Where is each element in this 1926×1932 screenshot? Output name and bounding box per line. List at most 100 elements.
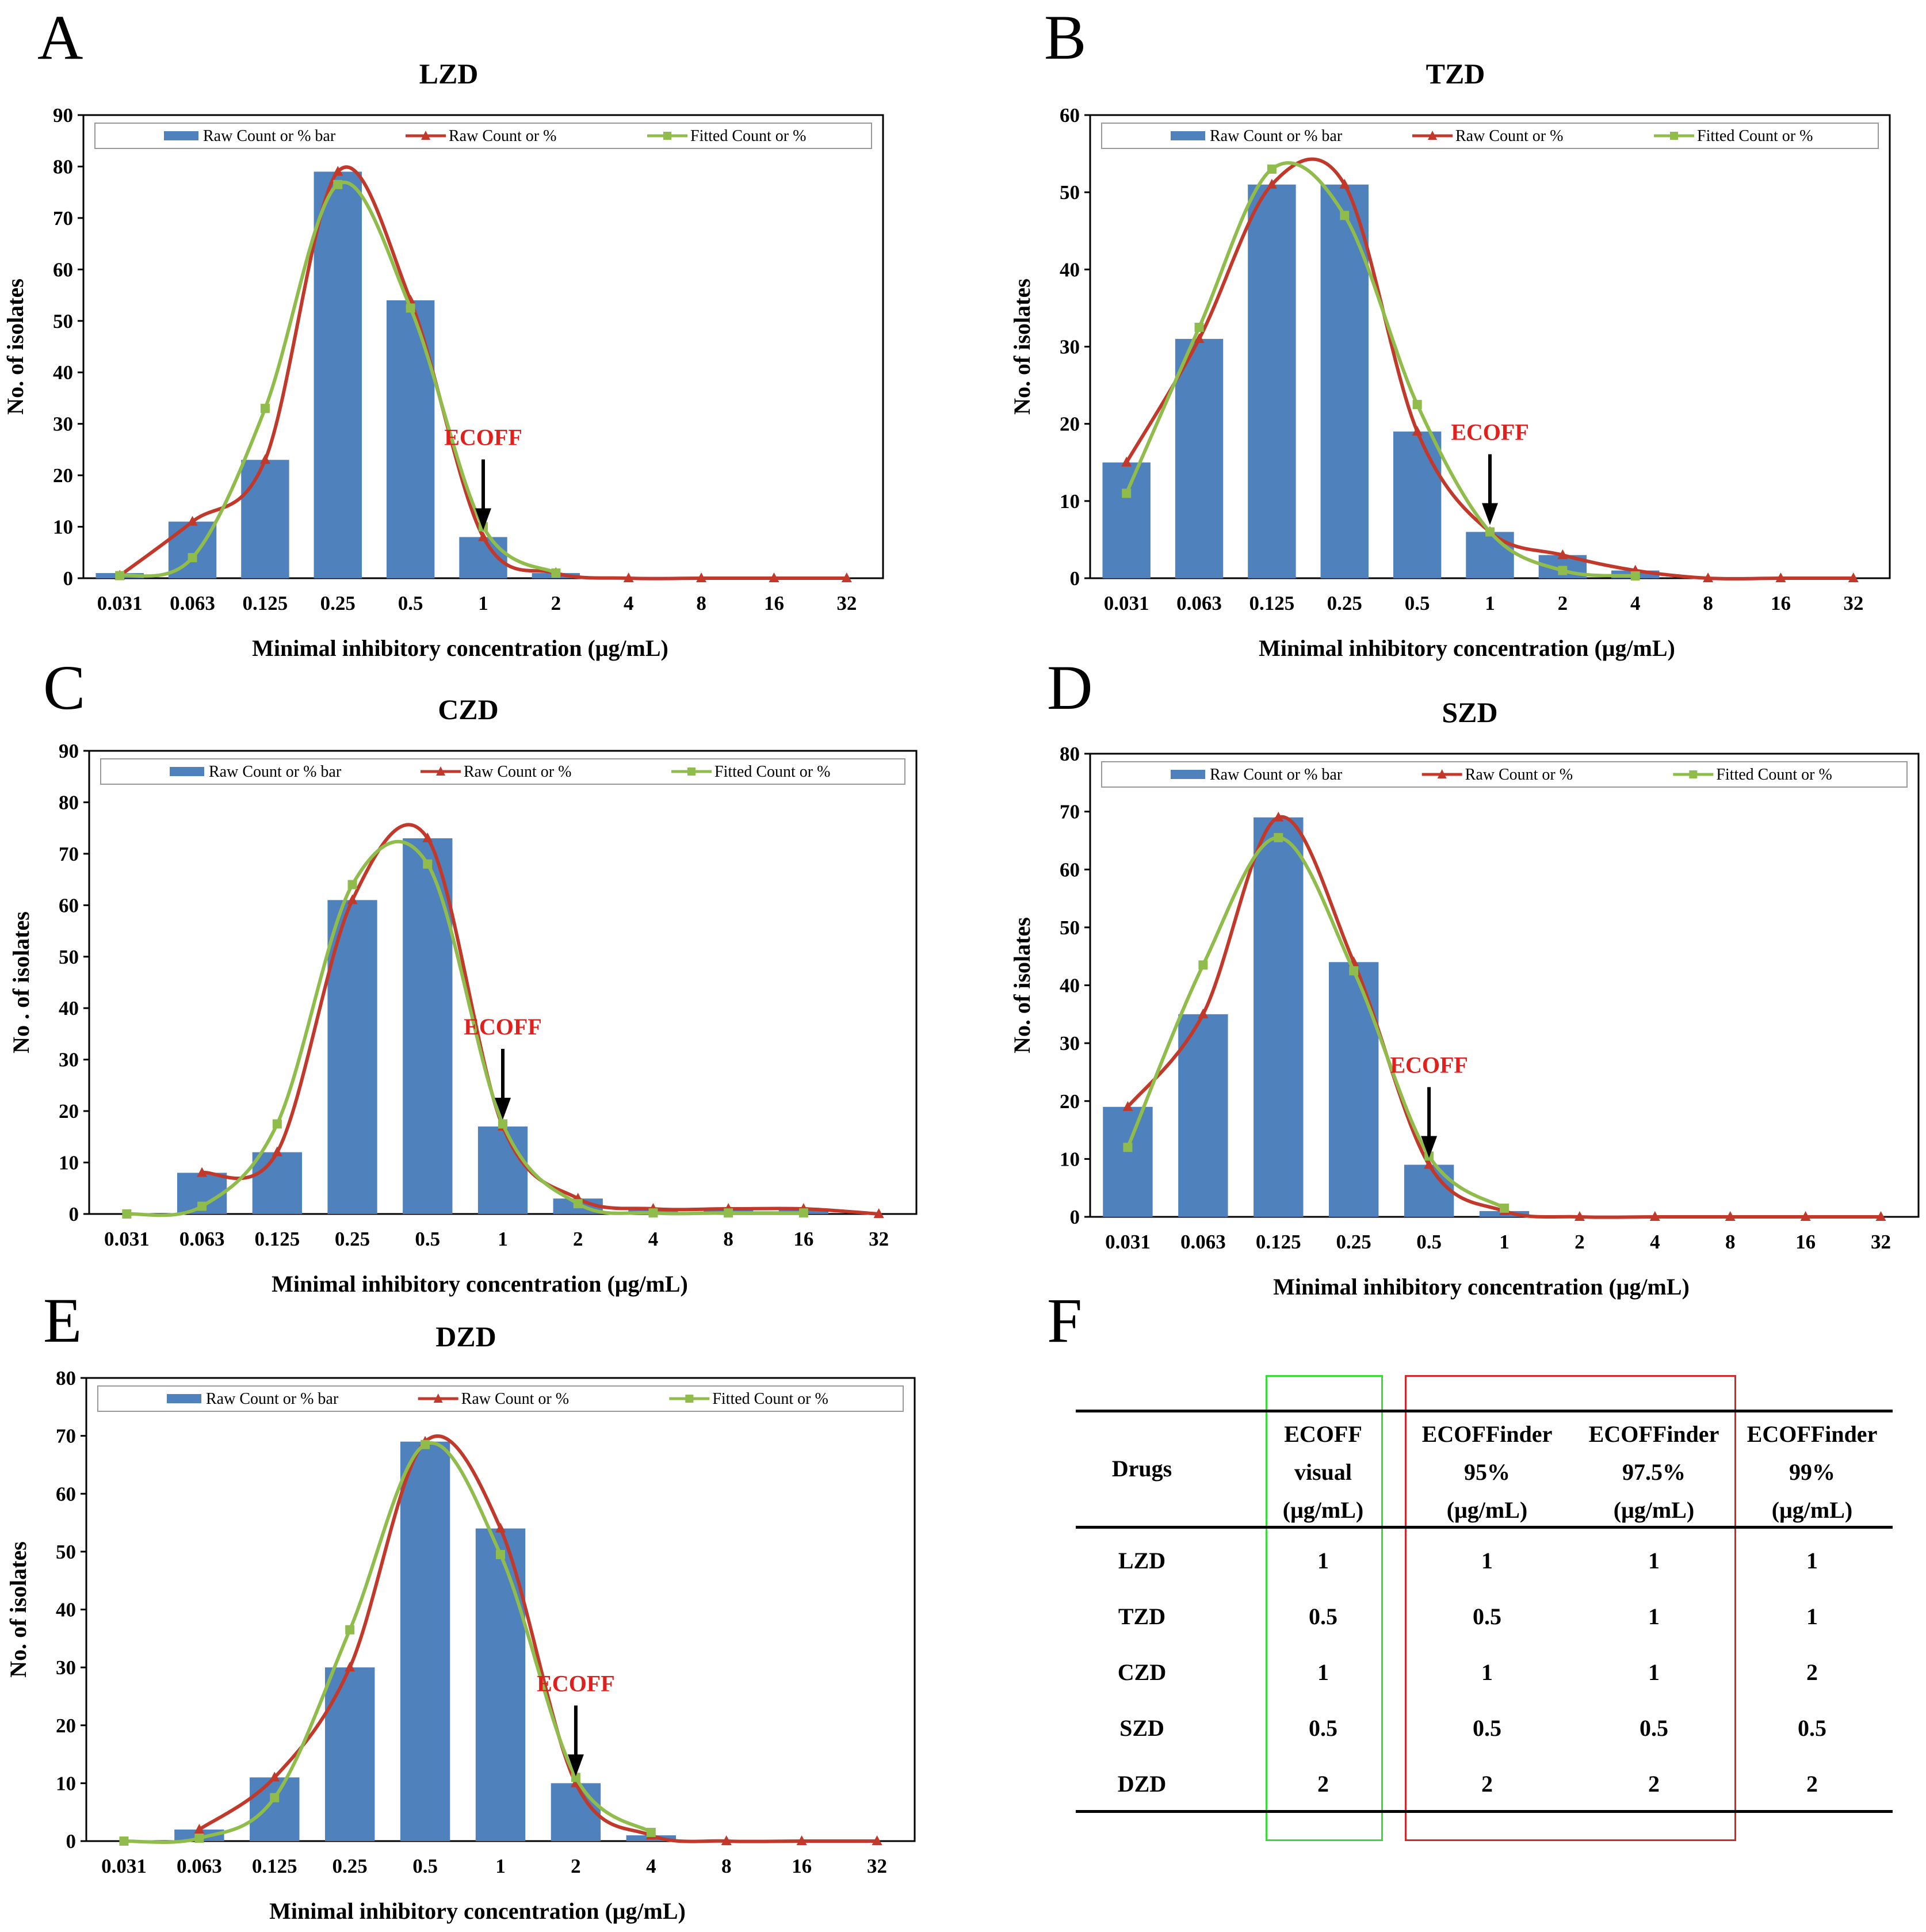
raw-point [1800,1211,1811,1221]
panel-letter-f: F [1047,1285,1083,1356]
x-axis-label: Minimal inhibitory concentration (μg/mL) [269,1898,686,1924]
table-value-cell: 1 [1648,1548,1660,1574]
x-tick-label: 0.5 [1405,592,1430,614]
raw-point [1875,1211,1886,1221]
x-tick-label: 0.125 [243,592,288,614]
x-axis-label: Minimal inhibitory concentration (μg/mL) [252,635,668,661]
y-tick-label: 20 [1060,413,1080,436]
fitted-point [498,1119,507,1129]
table-header-cell: ECOFFinder [1588,1421,1719,1447]
fitted-point [115,571,125,581]
raw-point [269,1771,280,1782]
table-value-cell: 1 [1481,1548,1493,1574]
x-axis-label: Minimal inhibitory concentration (μg/mL) [1259,635,1675,661]
y-tick-label: 60 [56,1483,76,1505]
y-tick-label: 60 [59,894,79,917]
table-header-cell: 99% [1789,1459,1835,1485]
table-value-cell: 1 [1806,1603,1818,1629]
y-tick-label: 50 [1060,917,1080,939]
green-highlight-box [1266,1375,1383,1841]
ecoff-label: ECOFF [464,1014,542,1040]
legend-fitted-marker [685,1395,694,1403]
y-tick-label: 50 [56,1541,76,1563]
chart-title: CZD [438,693,499,726]
panel-letter-b: B [1044,2,1087,72]
fitted-point [1198,960,1208,970]
y-tick-label: 50 [53,310,73,333]
fitted-point [573,1199,583,1209]
raw-point [194,1823,205,1834]
table-value-cell: 0.5 [1309,1603,1338,1629]
y-tick-label: 40 [53,361,73,384]
raw-point [1122,1101,1133,1111]
raw-point [769,572,779,582]
raw-point [259,454,270,464]
x-tick-label: 4 [1630,592,1641,614]
raw-point [1121,456,1132,467]
chart-title: DZD [435,1320,496,1353]
table-header-cell: (μg/mL) [1282,1497,1364,1523]
fitted-point [406,303,415,313]
legend-box [1101,123,1879,149]
x-tick-label: 0.031 [1104,592,1149,614]
raw-point [345,1662,356,1672]
x-tick-label: 1 [1485,592,1495,614]
y-tick-label: 20 [59,1100,79,1122]
x-tick-label: 0.125 [254,1228,300,1250]
legend-bar-label: Raw Count or % bar [1210,127,1343,145]
y-tick-label: 20 [1060,1090,1080,1113]
red-highlight-box [1405,1375,1736,1841]
x-tick-label: 1 [498,1228,508,1250]
legend-raw-label: Raw Count or % [449,127,556,145]
fitted-point [551,568,561,578]
legend-raw-marker [436,766,445,776]
bar-0.125 [241,460,289,578]
raw-point [187,516,198,526]
table-top-rule [1076,1410,1893,1412]
y-tick-label: 40 [1060,975,1080,997]
x-tick-label: 1 [1499,1231,1510,1253]
table-header-cell: (μg/mL) [1446,1497,1528,1523]
raw-point [841,572,852,582]
raw-point [873,1208,884,1218]
x-tick-label: 8 [723,1228,733,1250]
y-tick-label: 20 [56,1715,76,1737]
x-tick-label: 0.063 [177,1855,222,1877]
bar-0.125 [250,1777,300,1841]
bar-0.125 [1254,817,1304,1217]
x-tick-label: 4 [624,592,634,614]
fitted-point [798,1208,808,1218]
fitted-point [1274,833,1283,842]
raw-point [347,894,358,904]
legend-bar-label: Raw Count or % bar [209,763,342,781]
fitted-point [194,1833,204,1843]
table-header-cell: (μg/mL) [1613,1497,1695,1523]
fitted-point [1267,164,1277,174]
legend-raw-marker [433,1393,443,1403]
y-axis-label: No. of isolates [5,1541,31,1678]
panel-letter-a: A [37,2,83,72]
legend-fitted-label: Fitted Count or % [1697,127,1813,145]
x-tick-label: 0.5 [412,1855,438,1877]
y-tick-label: 30 [1060,1032,1080,1055]
panel-letter-d: D [1047,652,1093,723]
raw-count-line [198,1434,877,1843]
table-value-cell: 2 [1481,1771,1493,1797]
legend-raw-marker [421,131,430,140]
table-header-cell: 95% [1464,1459,1510,1485]
table-value-cell: 1 [1317,1548,1329,1574]
legend-raw-label: Raw Count or % [1465,766,1573,784]
fitted-point [571,1773,580,1782]
table-value-cell: 0.5 [1798,1715,1826,1741]
bar-0.031 [1103,1106,1153,1217]
legend-raw-label: Raw Count or % [464,763,571,781]
chart-title: SZD [1442,696,1497,728]
y-tick-label: 10 [53,516,73,539]
panel-letter-c: C [43,652,86,723]
bar-0.5 [1404,1164,1454,1217]
x-axis-label: Minimal inhibitory concentration (μg/mL) [272,1271,688,1297]
fitted-point [421,1440,430,1449]
y-tick-label: 90 [59,740,79,762]
raw-point [1703,572,1714,582]
bar-2 [551,1783,601,1841]
